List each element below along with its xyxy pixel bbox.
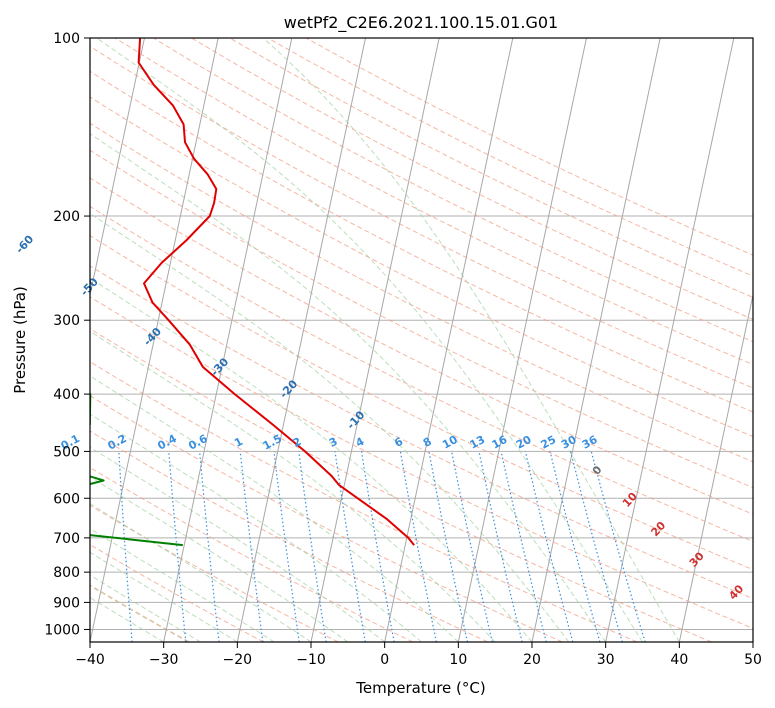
mixing-ratio-line (273, 451, 300, 642)
dry-adiabat-line (90, 544, 264, 642)
moist-adiabat-line (262, 38, 680, 642)
y-tick-label: 600 (53, 491, 80, 507)
x-axis: −40 −30 −20 −10 0 10 20 30 40 50 (75, 642, 762, 668)
mixing-ratio-line (428, 451, 469, 642)
plot-background (90, 38, 753, 642)
isotherms (90, 38, 753, 642)
chart-title: wetPf2_C2E6.2021.100.15.01.G01 (284, 13, 558, 33)
moist-adiabat-line (90, 551, 238, 642)
profile-series (90, 38, 415, 547)
x-tick-label: 10 (449, 652, 467, 668)
x-tick-label: −10 (296, 652, 326, 668)
mixing-ratio-line (590, 451, 646, 642)
dry-adiabat-line (90, 361, 638, 642)
plot-frame (89, 37, 754, 643)
isotherm-line (531, 38, 661, 642)
dry-adiabat-line (90, 96, 753, 438)
moist-adiabat-line (90, 476, 349, 642)
mixing-ratio-label: 25 (539, 433, 559, 452)
x-tick-label: 0 (380, 652, 389, 668)
dry-adiabat-line (90, 430, 488, 642)
dry-adiabat-line (90, 45, 753, 389)
y-tick-label: 500 (53, 444, 80, 460)
x-tick-label: 50 (744, 652, 762, 668)
isotherm-label: -60 (13, 233, 36, 257)
dry-adiabat-line (114, 38, 753, 366)
temperature-line (137, 38, 415, 546)
dry-adiabat-line (90, 205, 753, 543)
mixing-ratio-label: 16 (490, 433, 510, 452)
y-axis-title: Pressure (hPa) (11, 286, 29, 394)
isotherm-line (457, 38, 587, 642)
dry-adiabat-line (90, 149, 753, 489)
y-tick-label: 100 (53, 31, 80, 47)
moist-adiabat-line (90, 375, 459, 642)
moist-adiabat-line (90, 277, 533, 642)
y-tick-label: 300 (53, 313, 80, 329)
moist-adiabats (90, 38, 680, 642)
x-axis-title: Temperature (°C) (355, 679, 485, 697)
y-tick-label: 900 (53, 595, 80, 611)
isotherm-line (90, 38, 145, 298)
isotherm-line (163, 38, 293, 642)
mixing-ratio-label: 20 (514, 433, 534, 452)
moist-adiabat-line (90, 330, 496, 642)
x-tick-label: 40 (670, 652, 688, 668)
moist-adiabat-line (90, 413, 422, 642)
mixing-ratio-line (199, 451, 220, 642)
moist-adiabat-line (90, 574, 201, 642)
moist-adiabat-line (90, 212, 570, 642)
x-tick-label: −20 (223, 652, 253, 668)
y-tick-label: 400 (53, 387, 80, 403)
isotherm-line (384, 38, 514, 642)
y-tick-label: 1000 (44, 622, 80, 638)
mixing-ratio-line (570, 451, 623, 642)
mixing-ratio-lines (118, 451, 646, 642)
dry-adiabat-line (90, 328, 712, 642)
isotherm-line (678, 292, 753, 642)
mixing-ratio-line (524, 451, 574, 642)
x-tick-label: 20 (523, 652, 541, 668)
y-axis: 1000 900 800 700 600 500 400 300 200 100 (44, 31, 90, 638)
mixing-ratio-line (298, 451, 327, 642)
mixing-ratio-label: 10 (440, 433, 460, 452)
isotherm-line (752, 639, 753, 642)
x-tick-label: −30 (149, 652, 179, 668)
plot-area (90, 38, 753, 642)
y-tick-label: 200 (53, 209, 80, 225)
isotherm-line (236, 38, 366, 642)
isotherm-line (310, 38, 440, 642)
y-tick-label: 800 (53, 565, 80, 581)
mixing-ratio-line (334, 451, 366, 642)
mixing-ratio-line (478, 451, 523, 642)
mixing-ratio-line (500, 451, 547, 642)
dry-adiabat-line (90, 395, 563, 642)
mixing-ratio-label: 13 (468, 433, 488, 452)
mixing-ratio-line (451, 451, 493, 642)
mixing-ratio-line (549, 451, 601, 642)
mixing-ratio-line (239, 451, 264, 642)
mixing-ratio-label: 30 (559, 433, 579, 452)
moist-adiabat-line (90, 133, 607, 642)
x-tick-label: −40 (75, 652, 105, 668)
mixing-ratio-label: 36 (580, 433, 600, 452)
dry-adiabat-line (90, 177, 753, 515)
x-tick-label: 30 (597, 652, 615, 668)
dry-adiabat-line (90, 265, 753, 600)
y-tick-label: 700 (53, 531, 80, 547)
moist-adiabat-line (90, 596, 164, 642)
isotherm-line (90, 38, 219, 642)
isotherm-line (605, 38, 735, 642)
dry-adiabat-line (90, 504, 339, 642)
moist-adiabat-line (96, 38, 643, 642)
